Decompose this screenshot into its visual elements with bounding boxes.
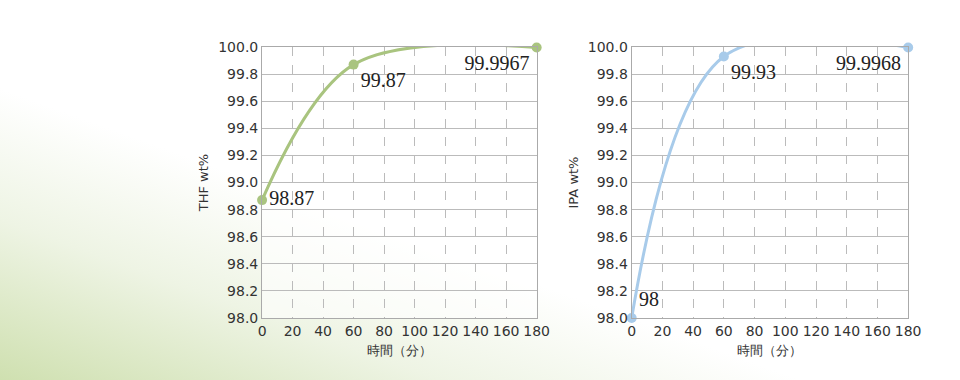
- svg-text:20: 20: [653, 323, 671, 339]
- svg-text:99.8: 99.8: [597, 66, 628, 82]
- svg-text:99.0: 99.0: [227, 174, 258, 190]
- svg-text:160: 160: [864, 323, 891, 339]
- svg-text:99.4: 99.4: [597, 120, 628, 136]
- svg-text:99.8: 99.8: [227, 66, 258, 82]
- svg-text:100: 100: [401, 323, 428, 339]
- svg-text:120: 120: [803, 323, 830, 339]
- svg-text:99.0: 99.0: [597, 174, 628, 190]
- svg-text:140: 140: [462, 323, 489, 339]
- svg-text:100.0: 100.0: [588, 39, 628, 55]
- svg-text:100: 100: [772, 323, 799, 339]
- svg-text:IPA wt%: IPA wt%: [566, 157, 581, 209]
- svg-text:98.8: 98.8: [227, 202, 258, 218]
- svg-text:99.9968: 99.9968: [836, 52, 901, 74]
- svg-text:40: 40: [684, 323, 702, 339]
- svg-text:99.4: 99.4: [227, 120, 258, 136]
- svg-text:98.6: 98.6: [597, 229, 628, 245]
- svg-text:99.9967: 99.9967: [464, 52, 529, 74]
- svg-text:99.2: 99.2: [597, 147, 628, 163]
- svg-text:99.6: 99.6: [227, 93, 258, 109]
- svg-text:99.87: 99.87: [361, 69, 406, 91]
- svg-text:98.4: 98.4: [597, 256, 628, 272]
- svg-text:99.93: 99.93: [731, 61, 776, 83]
- svg-text:100.0: 100.0: [218, 39, 258, 55]
- svg-text:時間（分）: 時間（分）: [367, 343, 432, 358]
- svg-text:60: 60: [345, 323, 363, 339]
- svg-text:THF wt%: THF wt%: [196, 154, 211, 212]
- svg-text:98.2: 98.2: [597, 283, 628, 299]
- svg-text:98.6: 98.6: [227, 229, 258, 245]
- svg-text:98.0: 98.0: [597, 310, 628, 326]
- svg-text:98.8: 98.8: [597, 202, 628, 218]
- svg-text:98.4: 98.4: [227, 256, 258, 272]
- svg-text:40: 40: [314, 323, 332, 339]
- svg-text:140: 140: [833, 323, 860, 339]
- svg-text:98.2: 98.2: [227, 283, 258, 299]
- svg-text:98.87: 98.87: [269, 187, 314, 209]
- svg-text:120: 120: [432, 323, 459, 339]
- svg-text:60: 60: [715, 323, 733, 339]
- svg-text:160: 160: [493, 323, 520, 339]
- svg-text:0: 0: [627, 323, 636, 339]
- svg-text:0: 0: [258, 323, 267, 339]
- svg-text:98: 98: [639, 288, 659, 310]
- svg-text:99.2: 99.2: [227, 147, 258, 163]
- svg-text:180: 180: [523, 323, 550, 339]
- svg-text:80: 80: [746, 323, 764, 339]
- svg-text:時間（分）: 時間（分）: [737, 343, 802, 358]
- svg-text:20: 20: [284, 323, 302, 339]
- svg-text:80: 80: [375, 323, 393, 339]
- svg-text:98.0: 98.0: [227, 310, 258, 326]
- svg-text:99.6: 99.6: [597, 93, 628, 109]
- svg-text:180: 180: [895, 323, 922, 339]
